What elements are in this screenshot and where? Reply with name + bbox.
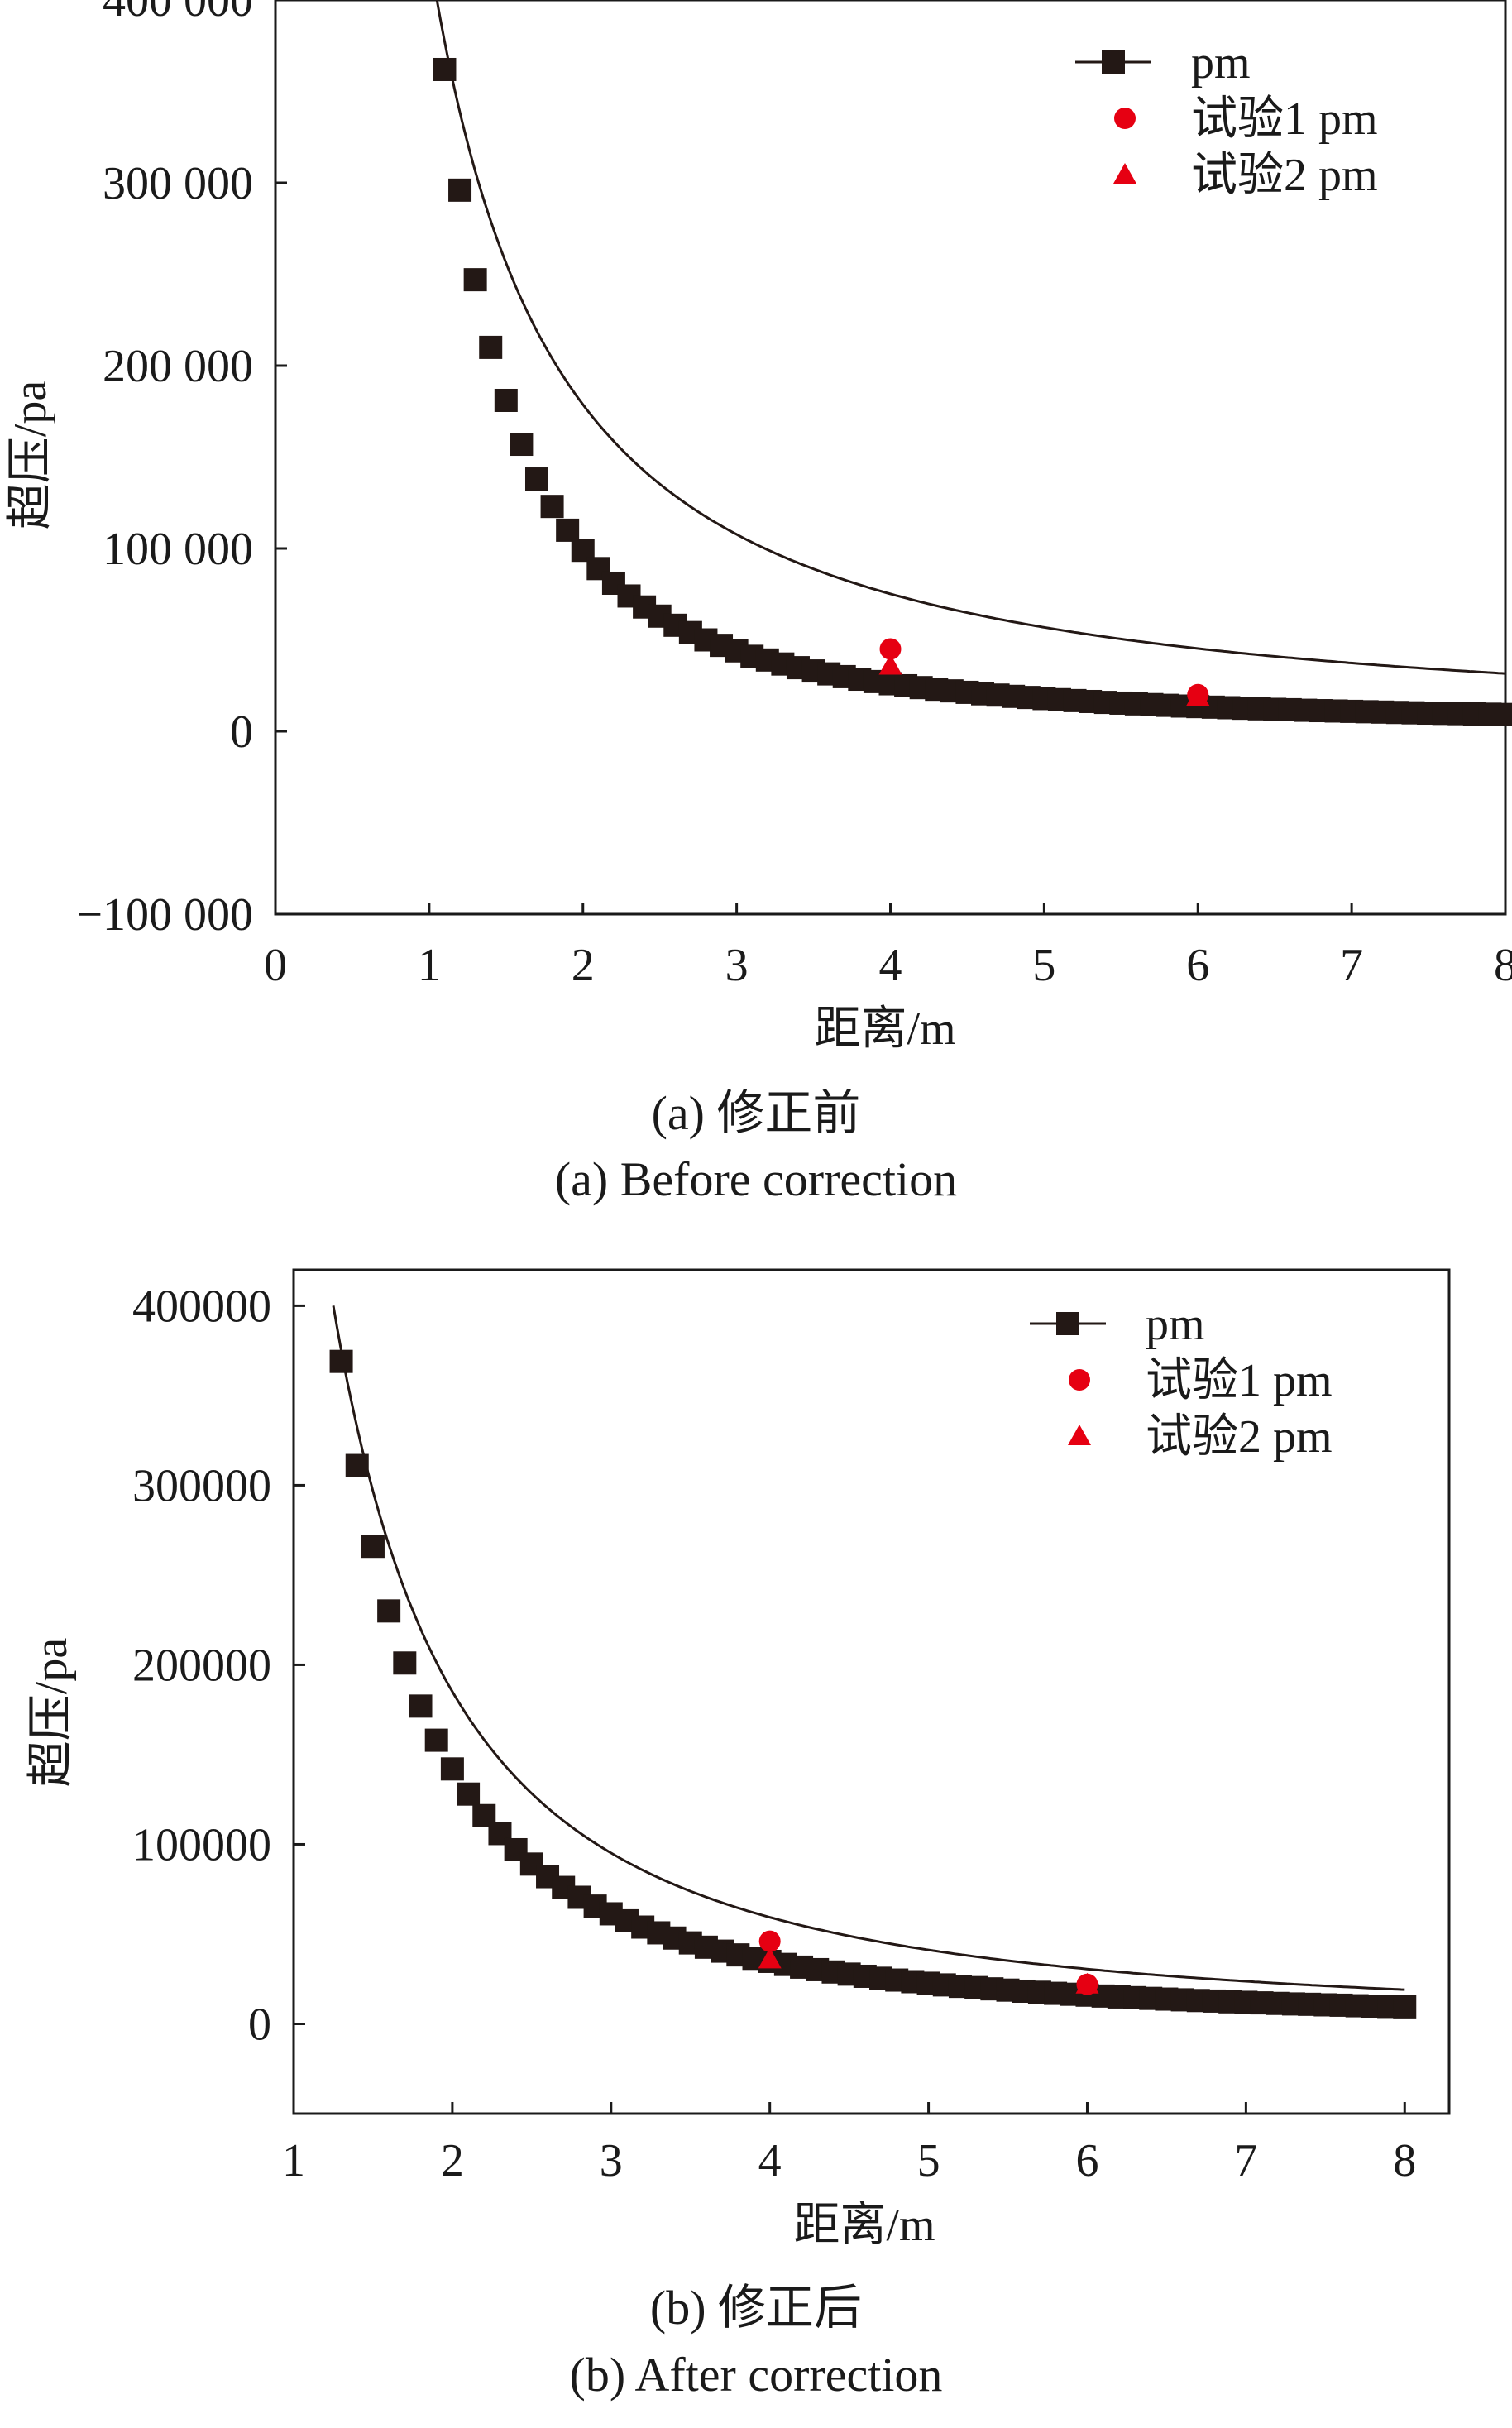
pm-curve <box>332 1305 1405 1991</box>
test2-point <box>878 654 902 675</box>
legend-label: 试验1 pm <box>1146 1355 1333 1406</box>
pm-point <box>424 1728 448 1752</box>
x-axis-label: 距离/m <box>814 1003 955 1055</box>
x-tick-label: 4 <box>879 940 902 991</box>
y-tick-label: 200 000 <box>103 341 253 392</box>
plot-frame <box>292 1268 1451 2115</box>
pm-point <box>479 335 503 359</box>
chart-panel-b: 超压/pa 距离/m 1 2 3 4 5 6 7 8 0 100000 200000 300000 40… <box>0 1241 1512 2428</box>
pm-point <box>457 1782 481 1806</box>
legend-test1-marker <box>1114 108 1136 129</box>
x-tick-label: 4 <box>758 2135 782 2186</box>
pm-point <box>1393 1995 1417 2019</box>
pm-point <box>433 57 457 81</box>
x-tick-label: 3 <box>725 940 749 991</box>
pm-point <box>524 467 548 491</box>
y-tick-label: 100000 <box>132 1819 271 1870</box>
x-tick-label: 5 <box>917 2135 940 2186</box>
test1-point <box>879 638 902 660</box>
x-tick-label: 8 <box>1494 940 1512 991</box>
x-tick-label: 5 <box>1032 940 1055 991</box>
pm-point <box>510 433 534 457</box>
y-axis-label: 超压/pa <box>26 1638 77 1788</box>
legend-label: 试验2 pm <box>1191 150 1378 201</box>
y-tick-label: 0 <box>230 706 253 758</box>
x-tick-label: 2 <box>572 940 595 991</box>
legend-pm-marker <box>1102 50 1125 74</box>
y-tick-label: 0 <box>248 1999 271 2050</box>
x-tick-label: 6 <box>1186 940 1209 991</box>
pm-point <box>494 388 518 412</box>
legend-test1-marker <box>1069 1369 1090 1391</box>
legend-label: pm <box>1146 1299 1205 1350</box>
x-tick-label: 7 <box>1340 940 1363 991</box>
y-tick-label: 100 000 <box>103 524 253 575</box>
chart-panel-a: 超压/pa 距离/m 0 1 2 3 4 5 6 7 8 −100 000 0 100 000 200 … <box>5 0 1512 1206</box>
pm-point <box>556 518 580 542</box>
y-tick-label: 200000 <box>132 1640 271 1691</box>
pm-point <box>1494 702 1512 726</box>
y-tick-label: −100 000 <box>76 889 253 941</box>
pm-point <box>377 1599 401 1623</box>
y-axis-label: 超压/pa <box>5 381 56 530</box>
x-tick-label: 1 <box>282 2135 305 2186</box>
x-tick-label: 7 <box>1234 2135 1257 2186</box>
legend-label: 试验2 pm <box>1146 1411 1333 1463</box>
caption-a-cn: (a) 修正前 <box>651 1086 861 1140</box>
y-tick-label: 400 000 <box>103 0 253 26</box>
y-tick-label: 300 000 <box>103 158 253 209</box>
x-tick-label: 3 <box>600 2135 623 2186</box>
pm-curve <box>435 0 1506 675</box>
pm-point <box>409 1694 433 1718</box>
test1-point <box>1187 683 1209 706</box>
y-tick-label: 300000 <box>132 1460 271 1511</box>
chart-b-svg: 超压/pa 距离/m 1 2 3 4 5 6 7 8 0 100000 200000 300000 40… <box>26 1268 1451 2251</box>
pm-point <box>329 1349 353 1373</box>
caption-b-cn: (b) 修正后 <box>649 2281 863 2335</box>
y-tick-label: 400000 <box>132 1281 271 1332</box>
legend-label: 试验1 pm <box>1191 93 1378 145</box>
x-tick-label: 2 <box>441 2135 464 2186</box>
caption-b-en: (b) After correction <box>569 2348 943 2402</box>
pm-point <box>393 1651 417 1675</box>
pm-point <box>540 495 564 519</box>
legend-pm-marker <box>1056 1312 1079 1335</box>
legend-label: pm <box>1191 37 1251 89</box>
x-tick-label: 0 <box>264 940 287 991</box>
pm-point <box>448 178 472 202</box>
pm-point <box>440 1757 464 1781</box>
test1-point <box>1076 1973 1098 1995</box>
test1-point <box>758 1930 781 1952</box>
x-tick-label: 8 <box>1393 2135 1416 2186</box>
pm-point <box>361 1535 385 1559</box>
caption-a-en: (a) Before correction <box>554 1152 958 1206</box>
x-tick-label: 1 <box>418 940 441 991</box>
pm-point <box>463 268 487 292</box>
pm-point <box>345 1453 369 1477</box>
test2-point <box>758 1947 782 1969</box>
legend-test2-marker <box>1113 163 1136 184</box>
x-axis-label: 距离/m <box>793 2200 935 2251</box>
legend-test2-marker <box>1068 1425 1091 1445</box>
x-tick-label: 6 <box>1075 2135 1098 2186</box>
